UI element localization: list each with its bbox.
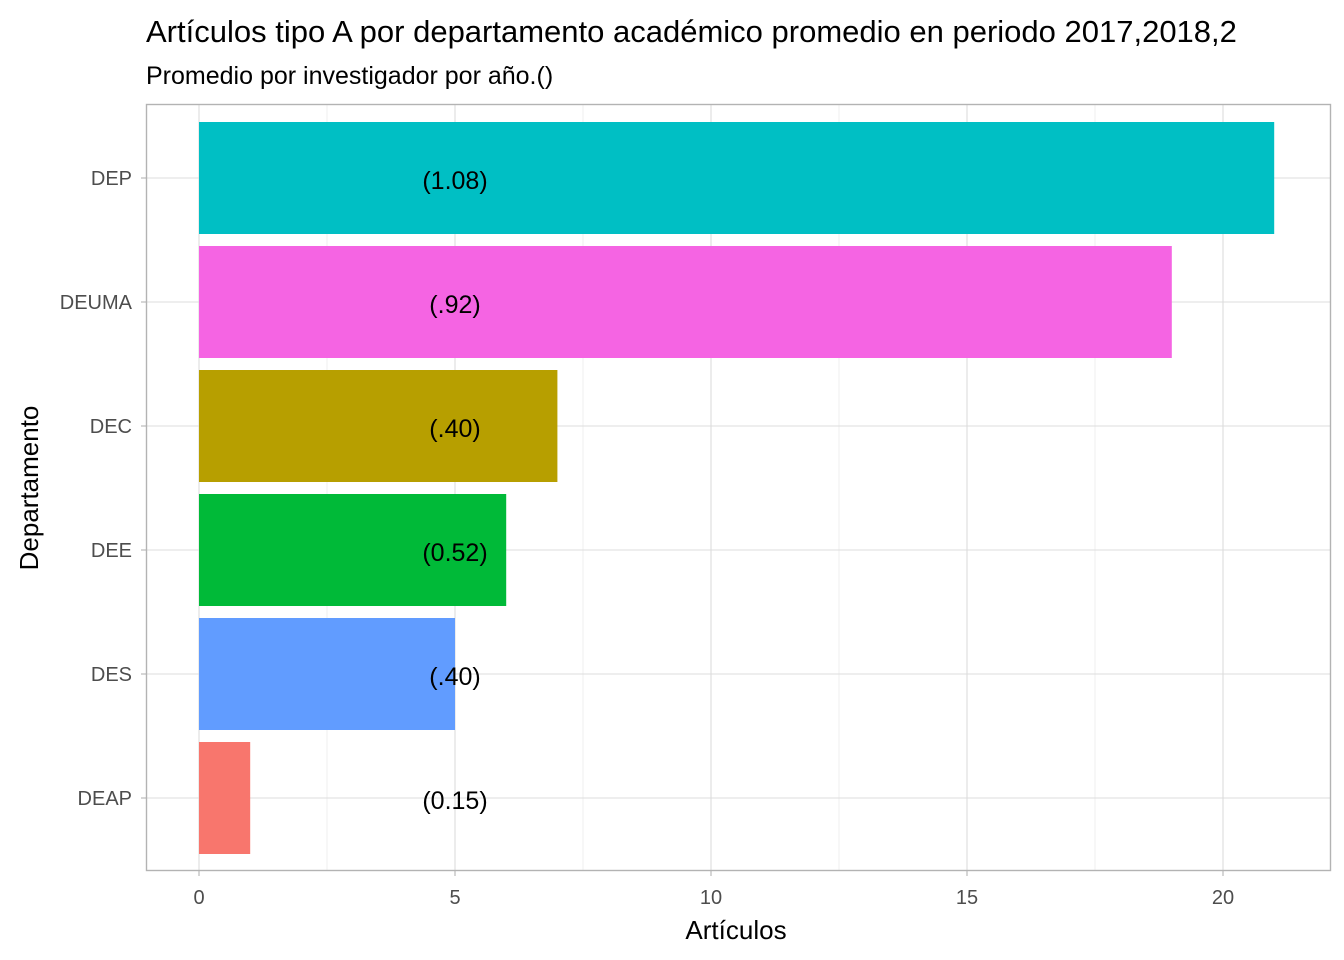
y-tick-label: DEE [91, 540, 132, 562]
x-tick-label: 0 [193, 887, 204, 909]
x-tick-label: 10 [700, 887, 722, 909]
bar-dec [199, 370, 558, 482]
data-label-deap: (0.15) [422, 787, 487, 815]
bar-dee [199, 494, 507, 606]
y-tick-label: DES [91, 664, 132, 686]
x-tick-label: 15 [956, 887, 978, 909]
y-tick-label: DEP [91, 168, 132, 190]
y-tick-label: DEC [90, 416, 132, 438]
data-label-deuma: (.92) [429, 291, 480, 319]
plot-panel [145, 103, 1332, 872]
y-axis: DEP DEUMA DEC DEE DES DEAP [60, 168, 147, 810]
data-label-des: (.40) [429, 663, 480, 691]
y-axis-title: Departamento [14, 406, 44, 571]
x-axis-title: Artículos [685, 915, 786, 945]
data-labels: (1.08) (.92) (.40) (0.52) (.40) (0.15) [422, 167, 487, 815]
chart-title: Artículos tipo A por departamento académ… [146, 14, 1237, 49]
y-tick-label: DEAP [78, 788, 132, 810]
data-label-dee: (0.52) [422, 539, 487, 567]
x-tick-label: 20 [1212, 887, 1234, 909]
bar-dep [199, 122, 1275, 234]
bar-deap [199, 742, 251, 854]
bar-des [199, 618, 455, 730]
bars [199, 122, 1275, 854]
y-tick-label: DEUMA [60, 292, 133, 314]
x-axis: 0 5 10 15 20 [193, 870, 1234, 909]
data-label-dec: (.40) [429, 415, 480, 443]
data-label-dep: (1.08) [422, 167, 487, 195]
bar-deuma [199, 246, 1172, 358]
x-tick-label: 5 [449, 887, 460, 909]
chart-subtitle: Promedio por investigador por año.() [146, 62, 553, 90]
